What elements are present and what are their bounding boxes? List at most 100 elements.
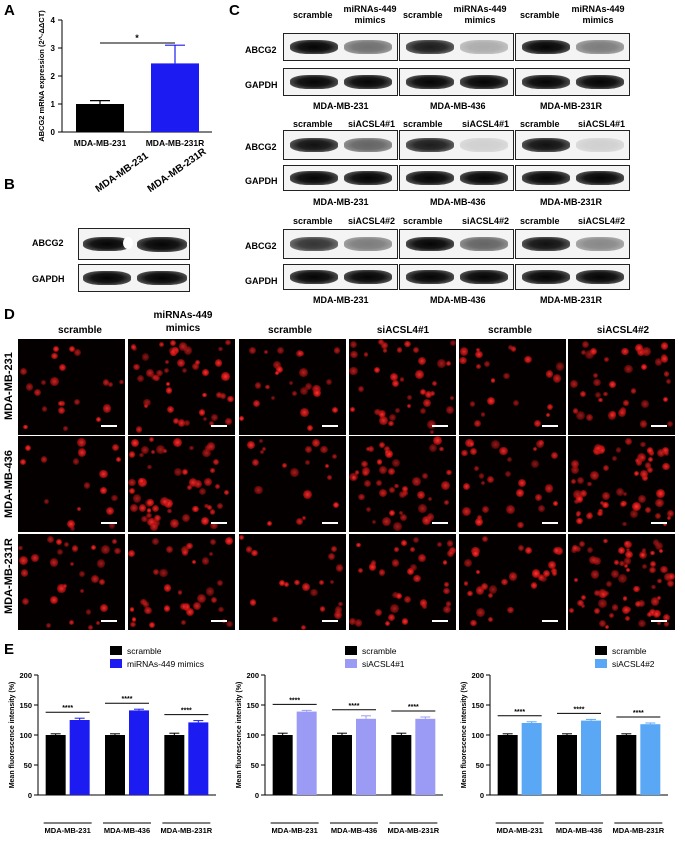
e-legend-swatch: [110, 646, 122, 655]
e-ytick-label: 0: [28, 791, 32, 800]
abcg2-blot-g3-b1: [283, 229, 398, 259]
micrograph-r2-c2: [128, 436, 235, 532]
scale-bar: [651, 425, 667, 427]
panel-e-charts: 0 50 100 150 200 Mean fluorescence intensity …: [9, 646, 668, 835]
c2-col-scramble-1: scramble: [293, 119, 333, 129]
c1-cell-3: MDA-MB-231R: [540, 101, 603, 111]
c2-cell-1: MDA-MB-231: [313, 197, 369, 207]
a-bar: [151, 63, 199, 132]
e-ytick-label: 100: [246, 731, 259, 740]
abcg2-blot-g1-b2: [399, 33, 514, 61]
e-sig-label: ****: [633, 710, 644, 717]
gapdh-blot-g3-b3: [515, 264, 630, 290]
scale-bar: [322, 425, 338, 427]
scale-bar: [651, 522, 667, 524]
c3-row-gapdh: GAPDH: [245, 276, 278, 286]
d-row-231r: MDA-MB-231R: [3, 538, 15, 614]
scale-bar: [651, 620, 667, 622]
e-category-label: MDA-MB-231: [45, 826, 91, 835]
c3-cell-1: MDA-MB-231: [313, 295, 369, 305]
e-category-label: MDA-MB-231: [497, 826, 543, 835]
c1-col-mimics-1a: miRNAs-449: [343, 4, 397, 14]
a-ytick-label: 1: [51, 100, 56, 109]
e-bar: [332, 735, 352, 795]
a-ytick-label: 0: [51, 128, 56, 137]
blot-b-abcg2: [78, 228, 190, 260]
c2-col-scramble-3: scramble: [520, 119, 560, 129]
e-bar: [164, 735, 185, 795]
e-ytick-label: 0: [255, 791, 259, 800]
scale-bar: [322, 620, 338, 622]
micrograph-r2-c1: [18, 436, 125, 532]
abcg2-blot-g2-b2: [399, 130, 514, 160]
micrograph-r1-c3: [239, 339, 346, 435]
c1-col-scramble-1: scramble: [293, 10, 333, 20]
e-legend-swatch: [110, 659, 122, 668]
e-bar: [356, 718, 376, 795]
e-bar: [69, 720, 90, 795]
c2-cell-3: MDA-MB-231R: [540, 197, 603, 207]
c1-col-scramble-3: scramble: [520, 10, 560, 20]
a-bar: [76, 104, 124, 132]
c1-cell-1: MDA-MB-231: [313, 101, 369, 111]
scale-bar: [432, 522, 448, 524]
e-category-label: MDA-MB-231R: [387, 826, 439, 835]
a-xtick-label: MDA-MB-231R: [146, 138, 205, 148]
c1-row-gapdh: GAPDH: [245, 80, 278, 90]
c3-col-scramble-2: scramble: [403, 216, 443, 226]
abcg2-blot-g3-b2: [399, 229, 514, 259]
scale-bar: [101, 620, 117, 622]
abcg2-blot-g1-b3: [515, 33, 630, 61]
gapdh-blot-g2-b1: [283, 165, 398, 191]
c3-row-abcg2: ABCG2: [245, 241, 277, 251]
micrograph-r1-c6: [568, 339, 675, 435]
c1-cell-2: MDA-MB-436: [430, 101, 486, 111]
e-sig-label: ****: [181, 708, 192, 715]
c3-col-si2-1: siACSL4#2: [348, 216, 396, 226]
e-category-label: MDA-MB-231: [272, 826, 318, 835]
c1-col-mimics-3b: mimics: [582, 15, 614, 25]
d-header-si2: siACSL4#2: [596, 325, 650, 336]
a-ylabel: ABCG2 mRNA expression (2^-ΔΔCT): [37, 10, 46, 142]
gapdh-blot-g3-b2: [399, 264, 514, 290]
e-ytick-label: 200: [246, 671, 259, 680]
e-legend-label: scramble: [362, 646, 397, 656]
e-ytick-label: 150: [471, 701, 484, 710]
c2-col-si1-2: siACSL4#1: [462, 119, 510, 129]
e-bar: [521, 723, 542, 795]
micrograph-r3-c1: [18, 534, 125, 630]
e-bar: [45, 735, 66, 795]
c1-col-mimics-2a: miRNAs-449: [453, 4, 507, 14]
e-bar: [640, 724, 661, 795]
c2-col-si1-1: siACSL4#1: [348, 119, 396, 129]
a-ytick-label: 2: [51, 72, 56, 81]
a-ytick-label: 3: [51, 44, 56, 53]
a-sig-label: *: [135, 33, 139, 43]
e-ytick-label: 50: [476, 761, 484, 770]
abcg2-blot-g1-b1: [283, 33, 398, 61]
c1-col-mimics-3a: miRNAs-449: [571, 4, 625, 14]
blot-b-row-gapdh: GAPDH: [32, 274, 65, 284]
abcg2-blot-g2-b1: [283, 130, 398, 160]
e-bar: [415, 718, 436, 795]
panel-label-c: C: [229, 2, 240, 19]
micrograph-r2-c6: [568, 436, 675, 532]
c3-col-scramble-3: scramble: [520, 216, 560, 226]
e-category-label: MDA-MB-231R: [160, 826, 212, 835]
abcg2-blot-g3-b3: [515, 229, 630, 259]
micrograph-r3-c4: [349, 534, 456, 630]
e-category-label: MDA-MB-436: [104, 826, 150, 835]
d-header-mimics-b: mimics: [165, 323, 201, 334]
panel-a-chart: 0 1 2 3 4 ABCG2 mRNA expression (2^-ΔΔCT) MDA-…: [37, 10, 212, 148]
scale-bar: [542, 425, 558, 427]
e-legend-label: scramble: [612, 646, 647, 656]
e-bar: [616, 735, 637, 795]
e-legend-swatch: [595, 659, 607, 668]
e-ylabel: Mean fluorescence intensity (%): [9, 682, 16, 789]
scale-bar: [432, 620, 448, 622]
scale-bar: [542, 522, 558, 524]
e-legend-swatch: [345, 646, 357, 655]
e-sig-label: ****: [62, 705, 73, 712]
